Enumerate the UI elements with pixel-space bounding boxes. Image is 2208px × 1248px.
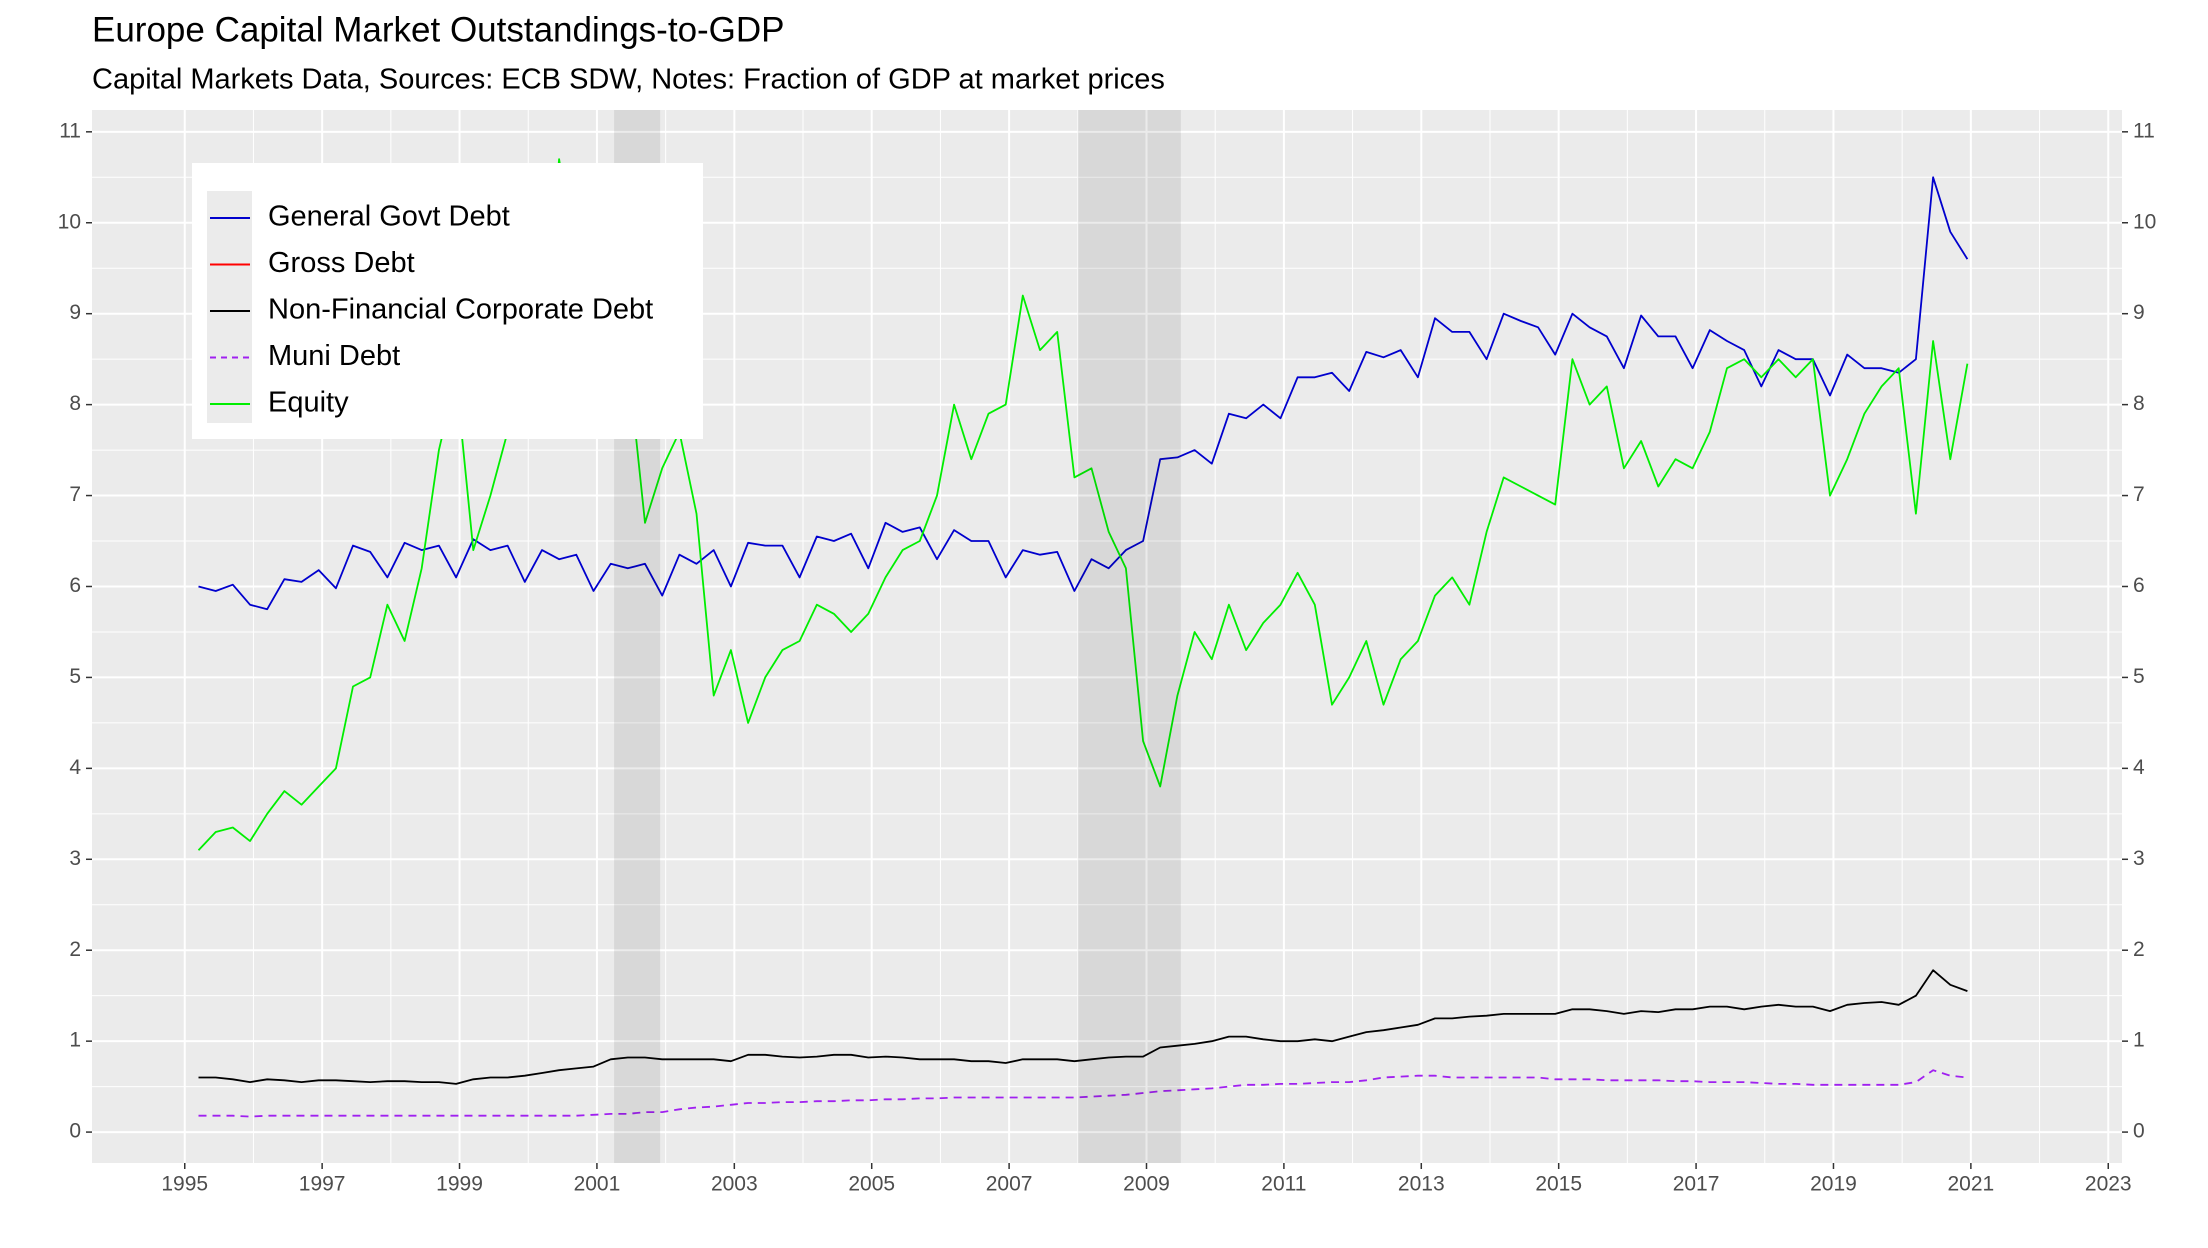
y2-tick-label: 8 [2133, 392, 2145, 415]
legend-key-bg [207, 191, 252, 423]
y2-tick-label: 7 [2133, 483, 2145, 506]
legend-label: Equity [268, 387, 349, 419]
x-tick-label: 2005 [848, 1173, 895, 1196]
legend-box [192, 163, 703, 439]
y2-tick-label: 9 [2133, 301, 2145, 324]
y2-tick-label: 4 [2133, 756, 2145, 779]
legend-label: Non-Financial Corporate Debt [268, 294, 653, 326]
y-tick-label: 6 [69, 574, 81, 597]
x-tick-label: 1999 [436, 1173, 483, 1196]
y2-tick-label: 3 [2133, 847, 2145, 870]
y2-tick-label: 10 [2133, 210, 2156, 233]
x-tick-label: 2007 [986, 1173, 1033, 1196]
y-tick-label: 7 [69, 483, 81, 506]
y2-tick-label: 2 [2133, 938, 2145, 961]
y2-tick-label: 5 [2133, 665, 2145, 688]
y-tick-label: 10 [58, 210, 81, 233]
y-tick-label: 9 [69, 301, 81, 324]
y2-tick-label: 11 [2133, 119, 2155, 142]
x-tick-label: 2023 [2085, 1173, 2132, 1196]
series-line [198, 176, 1969, 611]
legend-label: Gross Debt [268, 247, 415, 279]
x-tick-label: 2019 [1810, 1173, 1857, 1196]
series-line [197, 158, 1969, 851]
x-tick-label: 2009 [1123, 1173, 1170, 1196]
chart-title: Europe Capital Market Outstandings-to-GD… [92, 10, 785, 49]
y-tick-label: 11 [59, 119, 81, 142]
y-tick-label: 8 [69, 392, 81, 415]
y-tick-label: 5 [69, 665, 81, 688]
x-tick-label: 2001 [574, 1173, 621, 1196]
y-tick-label: 3 [69, 847, 81, 870]
x-tick-label: 2017 [1673, 1173, 1720, 1196]
y-tick-label: 2 [69, 938, 81, 961]
y-tick-label: 4 [69, 756, 81, 779]
chart-subtitle: Capital Markets Data, Sources: ECB SDW, … [92, 64, 1165, 96]
legend-label: General Govt Debt [268, 201, 510, 233]
shaded-period [1077, 110, 1181, 1163]
x-tick-label: 2013 [1398, 1173, 1445, 1196]
x-tick-label: 1997 [299, 1173, 346, 1196]
y2-tick-label: 6 [2133, 574, 2145, 597]
y2-tick-label: 1 [2133, 1029, 2145, 1052]
y-tick-label: 0 [69, 1120, 81, 1143]
y-tick-label: 1 [69, 1029, 81, 1052]
y2-tick-label: 0 [2133, 1120, 2145, 1143]
x-tick-label: 2015 [1535, 1173, 1582, 1196]
series-line [198, 969, 1968, 1085]
series-line [198, 1069, 1968, 1118]
x-tick-label: 2003 [711, 1173, 758, 1196]
legend-label: Muni Debt [268, 340, 400, 372]
x-tick-label: 2021 [1948, 1173, 1995, 1196]
x-tick-label: 2011 [1261, 1173, 1306, 1196]
x-tick-label: 1995 [161, 1173, 208, 1196]
